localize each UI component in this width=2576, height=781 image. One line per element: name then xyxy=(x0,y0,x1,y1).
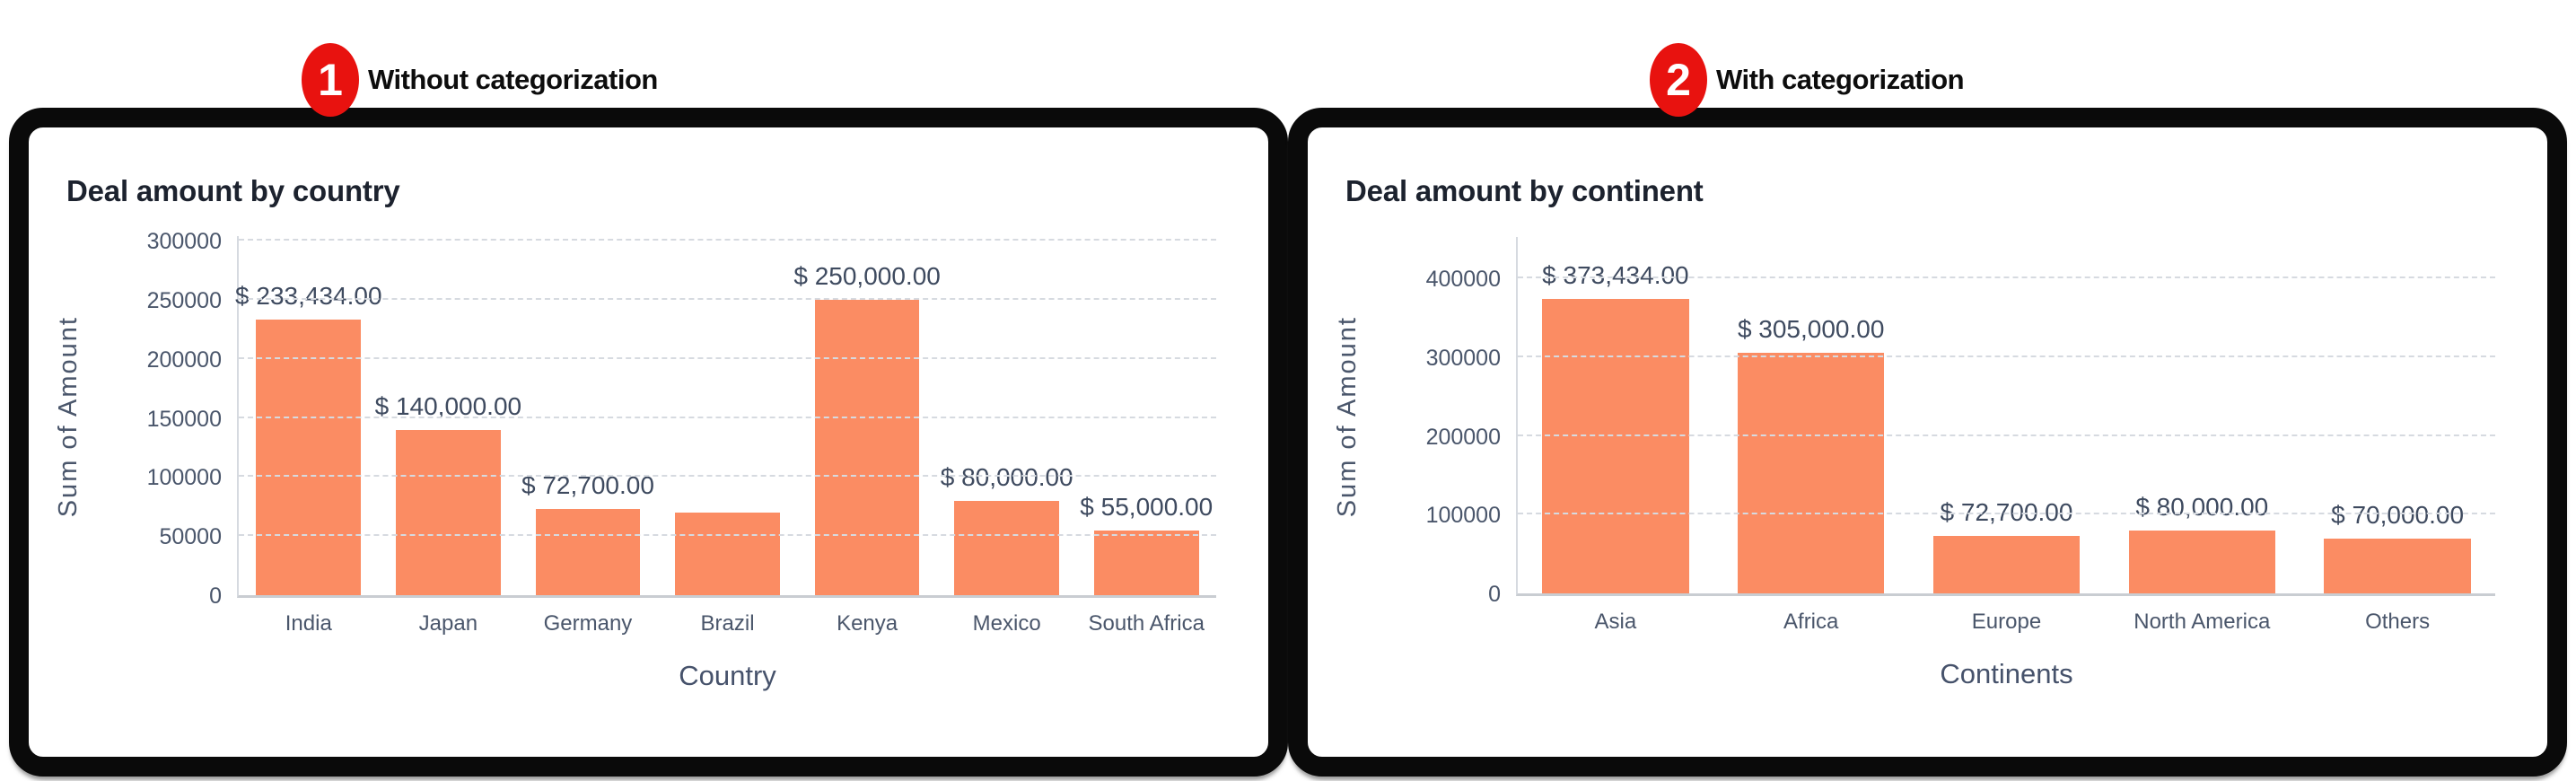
bar-slot: $ 55,000.00 xyxy=(1076,236,1216,595)
plot-region: $ 373,434.00 $ 305,000.00 $ 72,700.00 $ 80,… xyxy=(1516,237,2495,689)
x-axis-title: Continents xyxy=(1940,658,2073,689)
y-tick-label: 100000 xyxy=(1425,503,1501,529)
x-category-label: Others xyxy=(2365,610,2431,634)
x-category-label: India xyxy=(285,611,332,636)
annotation-without-categorization: 1 Without categorization xyxy=(302,43,658,117)
gridline xyxy=(1518,513,2495,515)
y-axis-title-text: Sum of Amount xyxy=(1333,315,1362,518)
bar-slot: $ 233,434.00 xyxy=(235,236,382,595)
y-tick-label: 0 xyxy=(1488,582,1501,607)
y-axis-title-text: Sum of Amount xyxy=(54,316,83,518)
y-ticks: 0 50000 100000 150000 200000 250000 300000 xyxy=(101,230,222,609)
bar-japan[interactable]: $ 140,000.00 xyxy=(375,392,521,595)
bar-value-label: $ 233,434.00 xyxy=(235,281,382,310)
bar-slot: $ 72,700.00 xyxy=(1909,237,2105,593)
x-axis-title: Country xyxy=(679,660,776,691)
categories-row: India Japan Germany Brazil Kenya Mexico South … xyxy=(239,611,1216,636)
categories-row: Asia Africa Europe North America Others xyxy=(1518,610,2495,635)
x-category-label: Asia xyxy=(1594,610,1637,634)
bar-others[interactable]: $ 70,000.00 xyxy=(2324,501,2471,593)
gridline xyxy=(239,416,1216,418)
x-category-label: Europe xyxy=(1971,610,2042,634)
bar-slot: $ 250,000.00 xyxy=(793,236,941,595)
x-category-label: South Africa xyxy=(1088,611,1205,636)
gridline xyxy=(239,239,1216,241)
x-category-label: Japan xyxy=(418,611,478,636)
y-tick-label: 150000 xyxy=(146,406,222,432)
x-category-label: Brazil xyxy=(700,611,755,636)
y-tick-label: 300000 xyxy=(146,229,222,254)
bar-value-label: $ 80,000.00 xyxy=(2135,492,2269,521)
bar-value-label: $ 373,434.00 xyxy=(1542,261,1689,290)
y-tick-label: 250000 xyxy=(146,287,222,313)
gridline xyxy=(239,534,1216,537)
y-tick-label: 0 xyxy=(209,584,222,609)
x-category-label: Africa xyxy=(1783,610,1839,634)
gridline xyxy=(1518,355,2495,357)
y-tick-label: 100000 xyxy=(146,465,222,491)
bar-slot: $ 140,000.00 xyxy=(375,236,521,595)
gridline xyxy=(1518,434,2495,436)
bar-mexico[interactable]: $ 80,000.00 xyxy=(941,463,1073,595)
x-category-label: Germany xyxy=(543,611,633,636)
annotation-label: Without categorization xyxy=(368,64,658,95)
gridline xyxy=(239,356,1216,359)
x-category-label: Kenya xyxy=(837,611,898,636)
bar-north-america[interactable]: $ 80,000.00 xyxy=(2128,493,2275,593)
plot-region: $ 233,434.00 $ 140,000.00 $ 72,700.00 $ 250… xyxy=(235,236,1216,691)
x-category-label: Mexico xyxy=(972,611,1041,636)
bars-row: $ 233,434.00 $ 140,000.00 $ 72,700.00 $ 250… xyxy=(235,236,1216,595)
y-axis-title: Sum of Amount xyxy=(54,236,83,598)
y-tick-label: 300000 xyxy=(1425,345,1501,371)
bars-row: $ 373,434.00 $ 305,000.00 $ 72,700.00 $ 80,… xyxy=(1518,237,2495,593)
y-tick-label: 200000 xyxy=(1425,424,1501,450)
bar-value-label: $ 250,000.00 xyxy=(793,261,941,290)
bar-value-label: $ 70,000.00 xyxy=(2331,500,2465,529)
bar-europe[interactable]: $ 72,700.00 xyxy=(1932,498,2081,593)
x-category-label: North America xyxy=(2134,610,2271,634)
step-1-badge: 1 xyxy=(302,43,359,117)
chart-title: Deal amount by continent xyxy=(1345,174,1704,207)
bar-slot xyxy=(658,236,798,595)
bar-brazil[interactable] xyxy=(675,512,780,595)
bar-slot: $ 373,434.00 xyxy=(1518,237,1713,593)
bar-value-label: $ 80,000.00 xyxy=(940,462,1073,491)
gridline xyxy=(239,475,1216,478)
bar-asia[interactable]: $ 373,434.00 xyxy=(1542,261,1689,593)
gridline xyxy=(239,297,1216,300)
bar-value-label: $ 305,000.00 xyxy=(1737,315,1885,344)
y-tick-label: 50000 xyxy=(159,524,222,550)
step-1-number: 1 xyxy=(318,55,343,105)
bar-germany[interactable]: $ 72,700.00 xyxy=(521,471,654,595)
y-tick-label: 400000 xyxy=(1425,267,1501,292)
chart-title: Deal amount by country xyxy=(66,174,400,207)
bar-kenya[interactable]: $ 250,000.00 xyxy=(793,262,941,595)
step-2-badge: 2 xyxy=(1650,43,1707,117)
gridline xyxy=(1518,276,2495,278)
chart-card-continent: Deal amount by continent Sum of Amount 0… xyxy=(1288,108,2567,777)
y-tick-label: 200000 xyxy=(146,347,222,373)
bar-slot: $ 305,000.00 xyxy=(1713,237,1909,593)
bar-slot: $ 72,700.00 xyxy=(518,236,658,595)
annotation-with-categorization: 2 With categorization xyxy=(1650,43,1965,117)
step-2-number: 2 xyxy=(1666,55,1691,105)
bar-india[interactable]: $ 233,434.00 xyxy=(235,282,382,595)
y-ticks: 0 100000 200000 300000 400000 xyxy=(1380,237,1501,607)
annotation-label: With categorization xyxy=(1716,64,1965,95)
chart-card-country: Deal amount by country Sum of Amount 0 50… xyxy=(9,108,1288,777)
bar-slot: $ 80,000.00 xyxy=(2104,237,2300,593)
y-axis-title: Sum of Amount xyxy=(1333,237,1362,596)
bar-slot: $ 70,000.00 xyxy=(2300,237,2495,593)
bar-south-africa[interactable]: $ 55,000.00 xyxy=(1080,493,1213,595)
bar-value-label: $ 72,700.00 xyxy=(1940,498,2073,527)
bar-value-label: $ 55,000.00 xyxy=(1080,492,1214,521)
bar-africa[interactable]: $ 305,000.00 xyxy=(1738,315,1884,593)
bar-value-label: $ 140,000.00 xyxy=(374,391,522,420)
